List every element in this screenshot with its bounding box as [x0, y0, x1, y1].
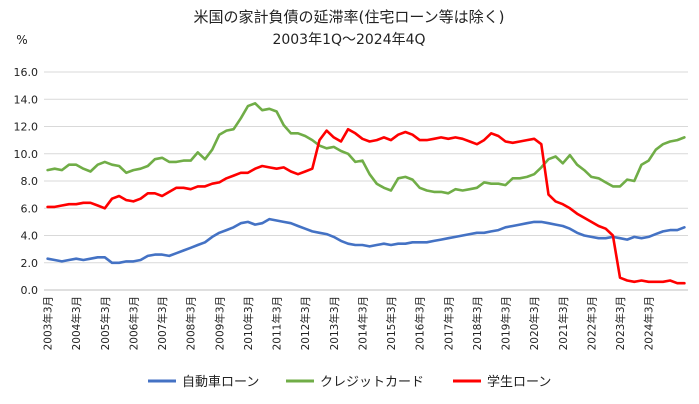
legend-label: クレジットカード	[320, 375, 424, 390]
x-tick-label: 2009年3月	[213, 296, 226, 350]
legend: 自動車ローン クレジットカード 学生ローン	[148, 374, 551, 390]
x-tick-label: 2010年3月	[242, 296, 255, 350]
x-tick-label: 2003年3月	[42, 296, 55, 350]
series-line-1	[46, 102, 686, 195]
x-tick-label: 2018年3月	[471, 296, 484, 350]
chart-subtitle: 2003年1Q〜2024年4Q	[272, 32, 425, 48]
x-tick-label: 2017年3月	[442, 296, 455, 350]
y-axis-ticks: 0.0 2.0 4.0 6.0 8.0 10.0 12.0 14.0 16.0	[14, 66, 39, 297]
x-tick-label: 2021年3月	[557, 296, 570, 350]
y-tick-label: 10.0	[14, 148, 39, 161]
y-tick-label: 4.0	[21, 230, 39, 243]
series-line-2	[46, 127, 686, 285]
x-tick-label: 2011年3月	[271, 296, 284, 350]
series-lines	[46, 102, 686, 285]
x-tick-label: 2024年3月	[643, 296, 656, 350]
x-tick-label: 2022年3月	[585, 296, 598, 350]
x-tick-label: 2019年3月	[500, 296, 513, 350]
x-tick-label: 2007年3月	[156, 296, 169, 350]
y-tick-label: 8.0	[21, 175, 39, 188]
x-tick-label: 2013年3月	[328, 296, 341, 350]
chart-title: 米国の家計負債の延滞率(住宅ローン等は除く)	[194, 8, 505, 26]
x-tick-label: 2020年3月	[528, 296, 541, 350]
x-tick-label: 2016年3月	[414, 296, 427, 350]
y-axis-label: %	[16, 33, 27, 47]
x-tick-label: 2012年3月	[299, 296, 312, 350]
y-tick-label: 16.0	[14, 66, 39, 79]
x-tick-label: 2014年3月	[356, 296, 369, 350]
y-tick-label: 6.0	[21, 202, 39, 215]
y-tick-label: 2.0	[21, 257, 39, 270]
x-tick-label: 2008年3月	[185, 296, 198, 350]
x-tick-label: 2023年3月	[614, 296, 627, 350]
x-tick-label: 2004年3月	[70, 296, 83, 350]
x-axis-ticks: 2003年3月 2004年3月 2005年3月 2006年3月 2007年3月 2008年…	[42, 296, 656, 350]
y-tick-label: 0.0	[21, 284, 39, 297]
x-tick-label: 2005年3月	[99, 296, 112, 350]
y-tick-label: 12.0	[14, 121, 39, 134]
x-tick-label: 2015年3月	[385, 296, 398, 350]
gridlines	[44, 71, 688, 291]
legend-label: 自動車ローン	[182, 375, 259, 390]
legend-label: 学生ローン	[487, 374, 551, 390]
x-tick-label: 2006年3月	[127, 296, 140, 350]
series-line-0	[46, 217, 686, 265]
y-tick-label: 14.0	[14, 93, 39, 106]
